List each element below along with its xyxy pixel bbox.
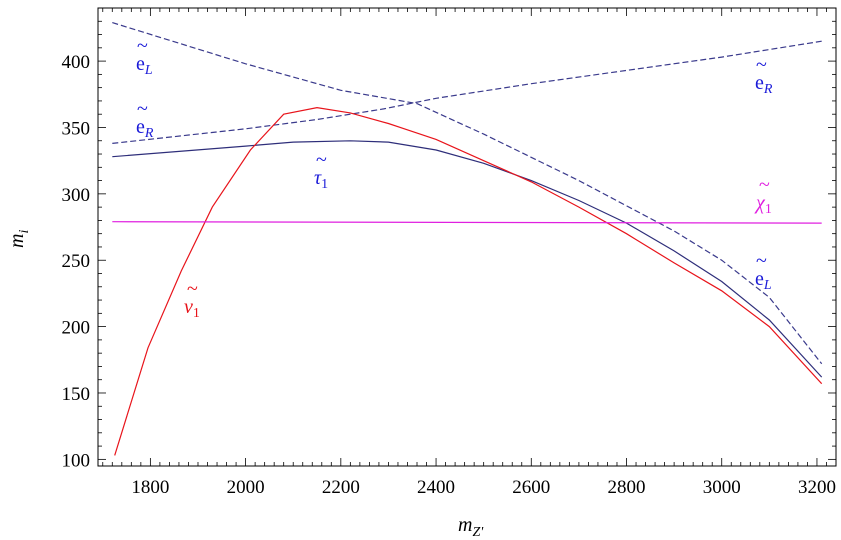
- x-axis-title: mZ': [458, 514, 484, 540]
- label-eR-left: ~ eR: [136, 98, 154, 141]
- label-eL-top-sub: L: [144, 63, 153, 78]
- label-eR-left-base: e: [136, 116, 145, 138]
- x-axis-title-sub: Z': [472, 525, 484, 540]
- label-eR-right-text: eR: [755, 72, 773, 97]
- label-nu1-base: ν: [184, 296, 193, 318]
- y-axis-title: mi: [6, 230, 32, 248]
- y-tick-label: 150: [62, 384, 91, 405]
- label-eR-left-text: eR: [136, 116, 154, 141]
- label-eR-left-sub: R: [144, 126, 154, 141]
- axis-ticks: [98, 7, 837, 466]
- label-eR-right: ~ eR: [755, 54, 773, 97]
- label-eR-left-tilde: ~: [137, 98, 148, 120]
- x-tick-label: 3000: [703, 477, 741, 498]
- label-chi1-sub: 1: [765, 202, 772, 217]
- label-eL-top-base: e: [136, 53, 145, 75]
- label-chi1: ~ χ1: [754, 174, 772, 217]
- series-line-3: [114, 106, 823, 456]
- label-chi1-base: χ: [754, 192, 766, 214]
- label-eR-right-tilde: ~: [756, 54, 767, 76]
- label-tau1: ~ τ1: [314, 149, 328, 192]
- x-axis-title-base: m: [458, 514, 472, 536]
- x-tick-label: 2200: [322, 477, 360, 498]
- label-eR-right-base: e: [755, 72, 764, 94]
- x-tick-label: 2400: [417, 477, 455, 498]
- label-eL-top-tilde: ~: [137, 35, 148, 57]
- label-eL-right-sub: L: [763, 278, 772, 293]
- label-tau1-sub: 1: [321, 177, 328, 192]
- y-tick-label: 200: [62, 318, 91, 339]
- y-axis-title-base: m: [6, 234, 28, 248]
- x-tick-label: 2600: [512, 477, 550, 498]
- x-tick-label: 3200: [798, 477, 836, 498]
- series-line-0: [112, 22, 823, 365]
- y-tick-label: 300: [62, 185, 91, 206]
- label-tau1-tilde: ~: [316, 149, 327, 171]
- label-nu1-sub: 1: [193, 306, 200, 321]
- label-nu1-tilde: ~: [187, 278, 198, 300]
- label-tau1-base: τ: [314, 167, 322, 189]
- plot-frame: [97, 7, 837, 467]
- label-eL-top: ~ eL: [136, 35, 153, 78]
- label-eL-right: ~ eL: [755, 250, 772, 293]
- label-tau1-text: τ1: [314, 167, 328, 192]
- label-eL-right-tilde: ~: [756, 250, 767, 272]
- label-nu1-text: ν1: [184, 296, 200, 321]
- tick-labels: 1800 2000 2200 2400 2600 2800 3000 3200 100 150 20…: [62, 52, 836, 498]
- label-chi1-tilde: ~: [759, 174, 770, 196]
- y-tick-label: 100: [62, 450, 91, 471]
- label-nu1: ~ ν1: [184, 278, 200, 321]
- x-tick-label: 2000: [227, 477, 265, 498]
- label-chi1-text: χ1: [754, 192, 772, 217]
- series-layer: [112, 22, 823, 456]
- x-tick-label: 2800: [608, 477, 646, 498]
- series-line-1: [112, 40, 822, 144]
- series-line-2: [112, 140, 823, 378]
- y-axis-title-sub: i: [17, 230, 32, 234]
- label-eL-right-text: eL: [755, 268, 772, 293]
- x-tick-label: 1800: [131, 477, 169, 498]
- y-tick-label: 250: [62, 251, 91, 272]
- series-line-4: [112, 221, 822, 224]
- label-eR-right-sub: R: [763, 82, 773, 97]
- y-tick-label: 350: [62, 118, 91, 139]
- label-eL-top-text: eL: [136, 53, 153, 78]
- y-tick-label: 400: [62, 52, 91, 73]
- label-eL-right-base: e: [755, 268, 764, 290]
